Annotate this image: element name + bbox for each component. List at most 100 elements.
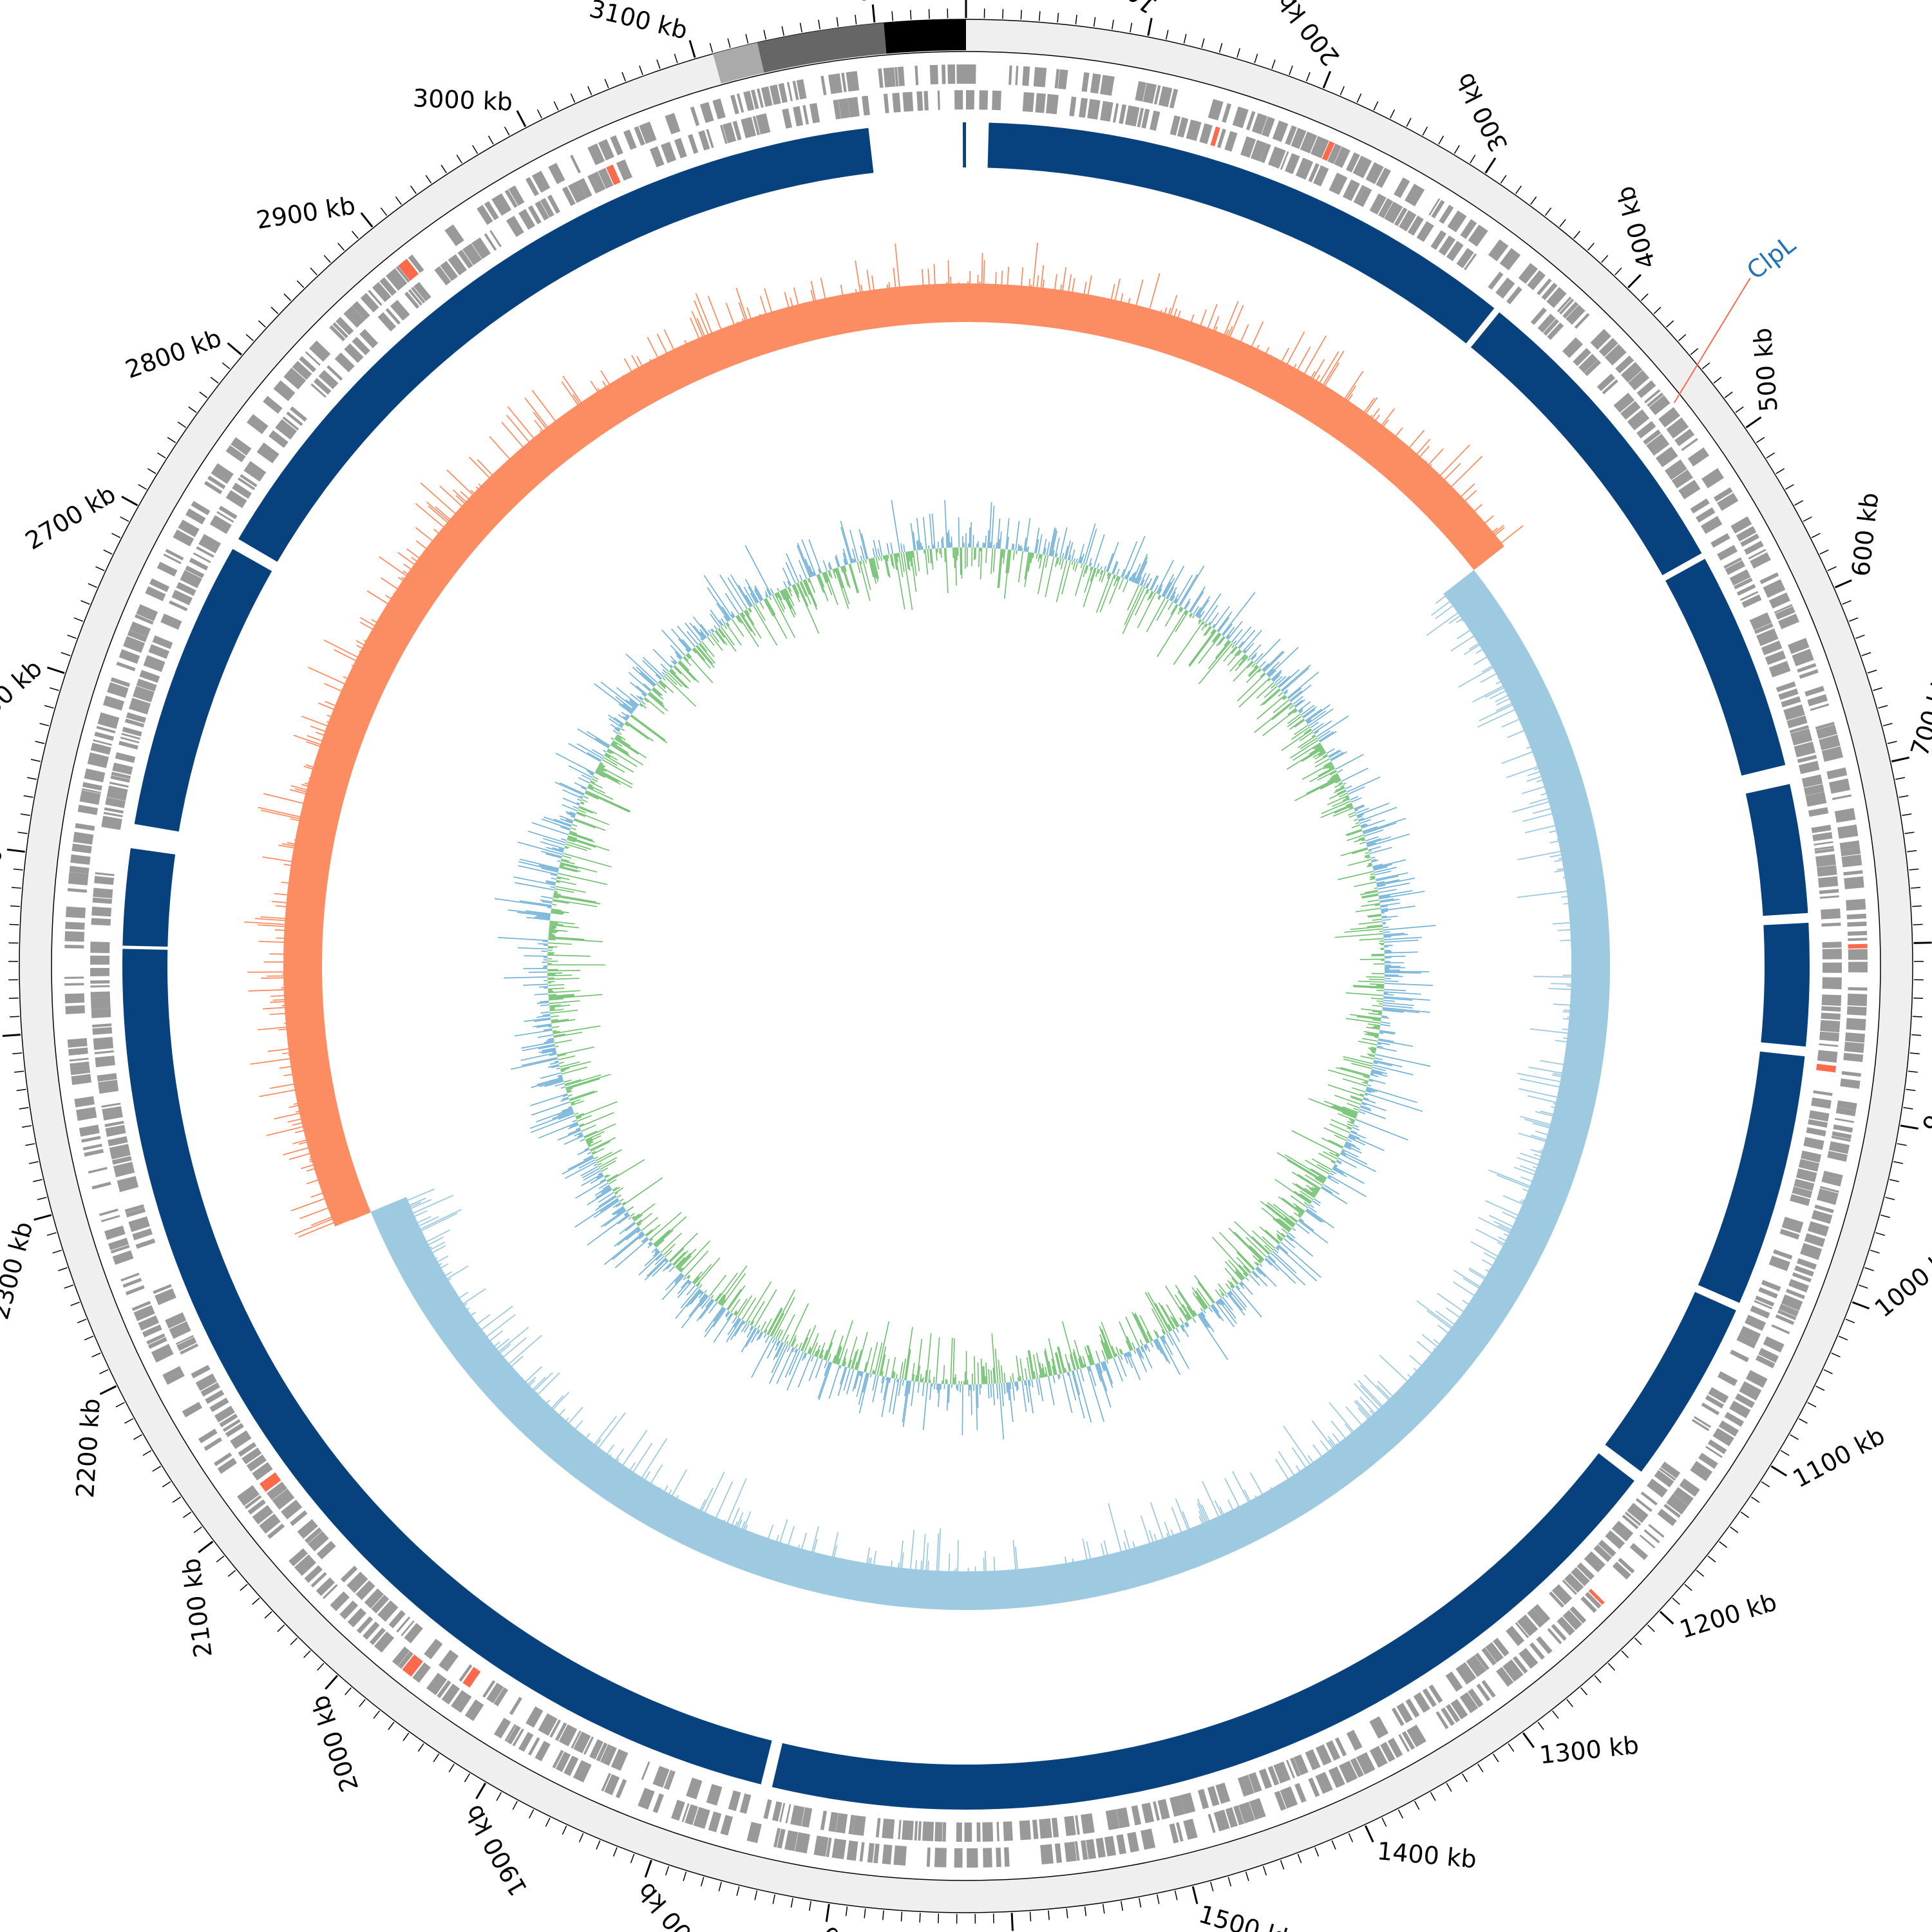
gene-feature: [1315, 1744, 1332, 1766]
gc-content-bar: [1305, 1184, 1318, 1193]
gene-feature: [1822, 977, 1842, 990]
gene-feature: [395, 266, 410, 283]
gc-skew-bar: [840, 318, 845, 334]
gc-skew-bar: [301, 715, 364, 740]
gc-skew-bar: [661, 373, 672, 393]
gene-feature: [316, 1577, 336, 1596]
gc-skew-bar: [298, 893, 326, 898]
gc-skew-bar: [1565, 1053, 1604, 1061]
gc-content-bar: [842, 1358, 847, 1367]
gc-skew-bar: [1018, 267, 1024, 325]
gene-feature: [105, 797, 126, 808]
gc-skew-bar: [1586, 869, 1603, 873]
gc-skew-bar: [592, 1448, 625, 1492]
gc-skew-bar: [1230, 348, 1245, 379]
gene-feature: [1401, 1731, 1416, 1750]
gc-skew-bar: [1558, 1167, 1576, 1175]
gc-content-bar: [649, 1211, 682, 1240]
gc-content-bar: [1294, 777, 1341, 801]
gc-skew-bar: [486, 1376, 509, 1397]
gc-content-bar: [1283, 691, 1288, 695]
gc-content-bar: [1367, 833, 1410, 848]
gene-feature: [162, 1366, 185, 1385]
gc-skew-bar: [325, 812, 340, 817]
gc-skew-bar: [1520, 1176, 1568, 1196]
gc-skew-bar: [278, 1025, 325, 1031]
gc-skew-bar: [1089, 1565, 1097, 1597]
gene-feature: [1807, 1221, 1830, 1237]
gc-content-bar: [862, 1372, 869, 1393]
gene-feature: [778, 82, 788, 103]
gc-skew-bar: [999, 270, 1003, 323]
gc-skew-bar: [487, 1387, 499, 1398]
gene-feature: [1100, 100, 1113, 122]
gc-skew-bar: [1402, 1408, 1419, 1425]
gene-feature: [107, 682, 129, 698]
gc-content-bar: [1203, 1310, 1206, 1314]
gc-skew-bar: [318, 846, 333, 850]
gc-skew-bar: [1153, 307, 1168, 350]
gc-skew-bar: [818, 1557, 828, 1593]
gene-feature: [282, 416, 299, 431]
gc-content-bar: [1060, 558, 1065, 570]
gene-feature: [1712, 1428, 1734, 1446]
gene-feature: [792, 80, 799, 100]
gene-feature: [688, 134, 699, 154]
gene-feature: [125, 1285, 145, 1296]
gc-skew-bar: [1567, 776, 1582, 782]
gene-feature: [1779, 1228, 1800, 1240]
gc-content-bar: [1264, 685, 1278, 698]
gc-skew-bar: [564, 442, 575, 456]
gc-content-bar: [686, 1285, 696, 1296]
gc-skew-bar: [1276, 1506, 1289, 1524]
gc-skew-bar: [386, 1213, 458, 1248]
gc-skew-bar: [1328, 1481, 1337, 1493]
gc-content-bar: [720, 1299, 726, 1306]
gene-feature: [1644, 389, 1661, 404]
gc-content-bar: [681, 1294, 708, 1329]
gc-skew-bar: [741, 1555, 748, 1570]
gene-feature: [1739, 1381, 1762, 1401]
gc-content-bar: [1382, 918, 1391, 921]
gene-feature: [504, 1723, 516, 1742]
gc-skew-bar: [351, 1209, 370, 1218]
gc-skew-bar: [1123, 1541, 1137, 1587]
gc-skew-bar: [327, 1190, 363, 1205]
minor-tick: [8, 998, 19, 999]
gc-skew-bar: [1004, 267, 1010, 323]
gc-content-bar: [1157, 584, 1163, 594]
gc-content-bar: [983, 1366, 985, 1385]
gc-skew-bar: [351, 682, 382, 697]
gc-content-bar: [1370, 1048, 1376, 1052]
gc-skew-bar: [956, 1540, 959, 1610]
gc-content-bar: [1374, 867, 1397, 873]
gc-skew-bar: [309, 1146, 348, 1159]
gc-skew-bar: [1575, 1095, 1596, 1101]
gc-content-bar: [987, 530, 990, 548]
gc-skew-bar: [327, 1176, 358, 1188]
gc-content-bar: [612, 1186, 621, 1192]
gc-skew-bar: [1590, 908, 1608, 911]
gene-feature: [191, 1365, 211, 1379]
gc-skew-bar: [1388, 457, 1409, 481]
gc-content-bar: [1312, 1200, 1320, 1206]
gc-skew-bar: [1296, 1502, 1305, 1515]
gc-skew-bar: [886, 1560, 893, 1605]
gc-skew-bar: [1282, 374, 1300, 406]
gc-skew-bar: [296, 1001, 323, 1004]
gc-skew-bar: [353, 1198, 366, 1205]
gc-skew-bar: [1455, 596, 1494, 623]
gc-skew-bar: [426, 575, 445, 589]
gc-skew-bar: [1545, 718, 1561, 726]
gc-skew-bar: [1524, 691, 1549, 704]
gc-skew-bar: [1537, 705, 1555, 714]
gc-content-bar: [835, 1347, 842, 1365]
gc-skew-bar: [690, 366, 697, 381]
minor-tick: [1552, 1710, 1559, 1719]
gc-content-bar: [1097, 563, 1100, 569]
gc-content-bar: [677, 1282, 692, 1298]
gc-content-bar: [1383, 940, 1419, 943]
gc-content-bar: [1309, 768, 1336, 782]
gc-skew-bar: [543, 437, 565, 464]
gene-feature: [1040, 1844, 1054, 1865]
